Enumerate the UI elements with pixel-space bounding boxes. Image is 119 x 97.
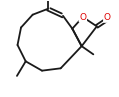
Text: O: O (104, 13, 111, 22)
Text: O: O (79, 13, 86, 22)
